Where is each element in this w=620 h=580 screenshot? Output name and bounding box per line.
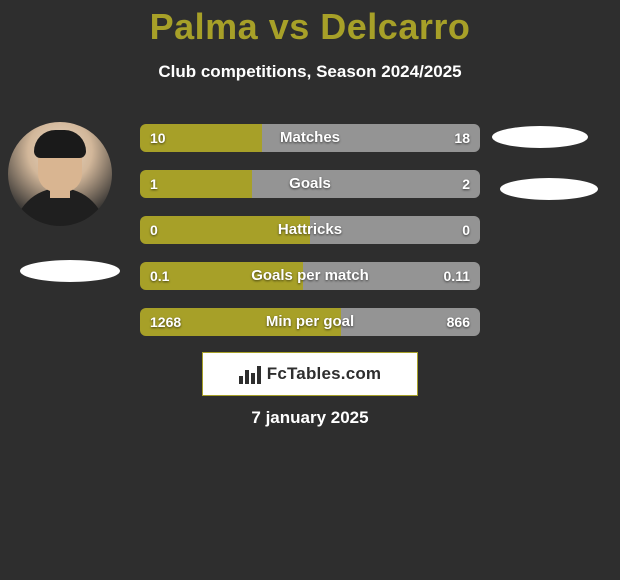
title-vs: vs — [269, 6, 310, 47]
stat-row: 1268866Min per goal — [140, 308, 480, 336]
source-logo: FcTables.com — [202, 352, 418, 396]
player2-avatar-placeholder — [492, 126, 588, 148]
title-player1: Palma — [150, 6, 259, 47]
stat-row: 12Goals — [140, 170, 480, 198]
stat-label: Goals per match — [140, 262, 480, 290]
player2-name-placeholder — [500, 178, 598, 200]
avatar-hair — [34, 130, 86, 158]
logo-text: FcTables.com — [267, 364, 382, 384]
stat-label: Matches — [140, 124, 480, 152]
page-title: Palma vs Delcarro — [0, 0, 620, 48]
stat-row: 0.10.11Goals per match — [140, 262, 480, 290]
stat-label: Min per goal — [140, 308, 480, 336]
stat-label: Hattricks — [140, 216, 480, 244]
infographic-root: Palma vs Delcarro Club competitions, Sea… — [0, 0, 620, 580]
bar-chart-icon — [239, 364, 261, 384]
title-player2: Delcarro — [320, 6, 470, 47]
stat-label: Goals — [140, 170, 480, 198]
stat-row: 1018Matches — [140, 124, 480, 152]
subtitle: Club competitions, Season 2024/2025 — [0, 62, 620, 82]
player1-name-placeholder — [20, 260, 120, 282]
stat-row: 00Hattricks — [140, 216, 480, 244]
date-label: 7 january 2025 — [0, 408, 620, 428]
comparison-bars: 1018Matches 12Goals 00Hattricks 0.10.11Goal… — [140, 124, 480, 354]
player1-avatar — [8, 122, 112, 226]
